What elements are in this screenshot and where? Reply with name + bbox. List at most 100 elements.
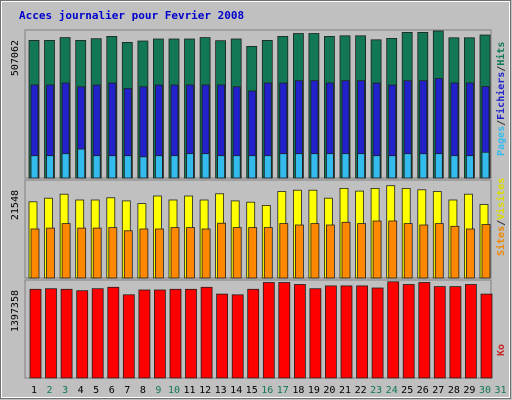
legend-item-sites: Sites — [495, 226, 507, 256]
bar-ko-ko-day-20 — [324, 285, 337, 379]
bar-hits-pages-day-27 — [434, 153, 443, 179]
legend-item-sep: / — [496, 120, 507, 126]
panel-visites: 21548 Sites/Visites — [10, 178, 507, 279]
bar-ko-ko-day-2 — [45, 288, 57, 379]
bar-ko-ko-day-27 — [433, 286, 446, 379]
bar-hits-pages-day-25 — [403, 153, 412, 179]
bar-visites-sites-day-26 — [419, 224, 429, 279]
bar-ko-ko-day-29 — [464, 284, 477, 379]
x-tick-label-day-19: 19 — [308, 385, 320, 396]
bar-ko-ko-day-19 — [309, 288, 322, 379]
bar-visites-sites-day-18 — [294, 224, 304, 279]
bar-ko-ko-day-7 — [122, 294, 135, 379]
x-tick-label-day-21: 21 — [339, 385, 351, 396]
bar-ko-ko-day-12 — [200, 286, 213, 379]
x-tick-label-day-1: 1 — [31, 385, 37, 396]
bar-ko-ko-day-25 — [402, 284, 415, 379]
x-tick-label-day-20: 20 — [323, 385, 335, 396]
x-tick-label-day-28: 28 — [448, 385, 460, 396]
bar-visites-sites-day-9 — [154, 228, 164, 279]
panel-visites-frame — [24, 179, 492, 279]
panel-visites-legend: Sites/Visites — [495, 178, 507, 256]
bar-ko-ko-day-18 — [293, 284, 306, 379]
x-tick-label-day-10: 10 — [168, 385, 180, 396]
bar-hits-pages-day-22 — [357, 153, 366, 179]
bar-ko-ko-day-17 — [278, 282, 291, 379]
bar-hits-pages-day-8 — [139, 156, 148, 179]
bar-ko-ko-day-14 — [231, 294, 244, 379]
x-tick-label-day-18: 18 — [292, 385, 304, 396]
legend-item-sep: / — [496, 66, 507, 72]
bar-visites-sites-day-8 — [139, 228, 149, 279]
bar-ko-ko-day-21 — [340, 285, 353, 379]
bar-visites-sites-day-29 — [465, 228, 475, 279]
bar-ko-ko-day-5 — [91, 288, 104, 379]
x-tick-label-day-8: 8 — [140, 385, 146, 396]
panel-visites-axis-max: 21548 — [10, 190, 21, 220]
bar-visites-sites-day-4 — [77, 227, 87, 279]
x-tick-label-day-6: 6 — [109, 385, 115, 396]
bar-visites-sites-day-23 — [372, 220, 382, 279]
bar-hits-pages-day-12 — [201, 153, 210, 179]
bar-ko-ko-day-22 — [356, 285, 369, 379]
legend-item-visites: Visites — [495, 178, 507, 220]
bar-hits-pages-day-11 — [186, 153, 194, 179]
bar-hits-pages-day-20 — [325, 153, 334, 179]
bar-hits-pages-day-9 — [154, 155, 163, 179]
panel-ko-legend: Ko — [496, 344, 507, 356]
bar-visites-sites-day-22 — [357, 223, 367, 279]
bar-hits-pages-day-21 — [341, 153, 350, 179]
x-tick-label-day-24: 24 — [386, 385, 398, 396]
bar-visites-sites-day-12 — [201, 228, 211, 279]
x-tick-label-day-29: 29 — [463, 385, 475, 396]
chart-title: Acces journalier pour Fevrier 2008 — [19, 9, 244, 22]
bar-hits-pages-day-18 — [294, 153, 303, 179]
x-tick-label-day-22: 22 — [355, 385, 367, 396]
panel-ko-axis-max: 1397358 — [10, 290, 21, 332]
x-tick-label-day-30: 30 — [479, 385, 491, 396]
bar-ko-ko-day-23 — [371, 287, 384, 379]
x-tick-label-day-26: 26 — [417, 385, 429, 396]
x-tick-label-day-2: 2 — [46, 385, 52, 396]
x-tick-label-day-9: 9 — [155, 385, 161, 396]
bar-ko-ko-day-6 — [107, 286, 120, 379]
bar-visites-sites-day-6 — [108, 227, 118, 279]
legend-item-fichiers: Fichiers — [495, 72, 507, 120]
bar-hits-pages-day-23 — [372, 155, 381, 179]
bar-ko-ko-day-28 — [449, 286, 462, 379]
bar-hits-pages-day-30 — [481, 151, 490, 179]
x-tick-label-day-23: 23 — [370, 385, 382, 396]
x-tick-label-day-27: 27 — [432, 385, 444, 396]
bar-ko-ko-day-1 — [29, 288, 42, 379]
x-tick-label-day-3: 3 — [62, 385, 68, 396]
bar-hits-pages-day-24 — [388, 155, 397, 179]
x-tick-label-day-13: 13 — [215, 385, 227, 396]
legend-item-pages: Pages — [496, 126, 507, 156]
x-tick-label-day-4: 4 — [78, 385, 84, 396]
bar-hits-pages-day-13 — [217, 155, 226, 179]
bar-hits-pages-day-26 — [419, 153, 428, 179]
bar-visites-sites-day-28 — [450, 225, 460, 279]
panel-hits-frame — [24, 29, 492, 179]
x-tick-label-day-14: 14 — [230, 385, 242, 396]
bar-hits-pages-day-3 — [61, 153, 70, 179]
bar-hits-pages-day-17 — [279, 153, 288, 179]
bar-ko-ko-day-9 — [153, 289, 166, 379]
bar-visites-sites-day-27 — [434, 223, 444, 279]
bar-visites-sites-day-10 — [170, 227, 180, 279]
bar-hits-pages-day-4 — [77, 148, 86, 179]
bar-hits-pages-day-19 — [310, 153, 319, 179]
x-tick-label-day-31: 31 — [494, 385, 506, 396]
x-axis-labels: 1 2 3 4 5 6 7 8 9 10 11 12 13 14 15 16 17 18 19 20 21 22 23 24 2… — [31, 385, 507, 396]
legend-item-hits: Hits — [495, 42, 507, 66]
bar-visites-sites-day-15 — [248, 227, 258, 279]
bar-visites-sites-day-14 — [232, 227, 242, 279]
bar-ko-ko-day-11 — [185, 288, 197, 379]
x-tick-label-day-11: 11 — [183, 385, 195, 396]
x-tick-label-day-7: 7 — [124, 385, 130, 396]
bar-hits-pages-day-6 — [108, 155, 117, 179]
bar-visites-sites-day-30 — [481, 224, 491, 279]
